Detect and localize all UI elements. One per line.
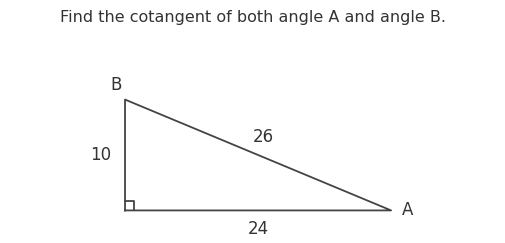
Text: 26: 26 xyxy=(252,128,274,146)
Text: 10: 10 xyxy=(90,146,112,164)
Text: Find the cotangent of both angle A and angle B.: Find the cotangent of both angle A and a… xyxy=(60,10,445,25)
Text: B: B xyxy=(110,76,122,94)
Text: 24: 24 xyxy=(247,220,268,238)
Text: A: A xyxy=(401,201,413,219)
